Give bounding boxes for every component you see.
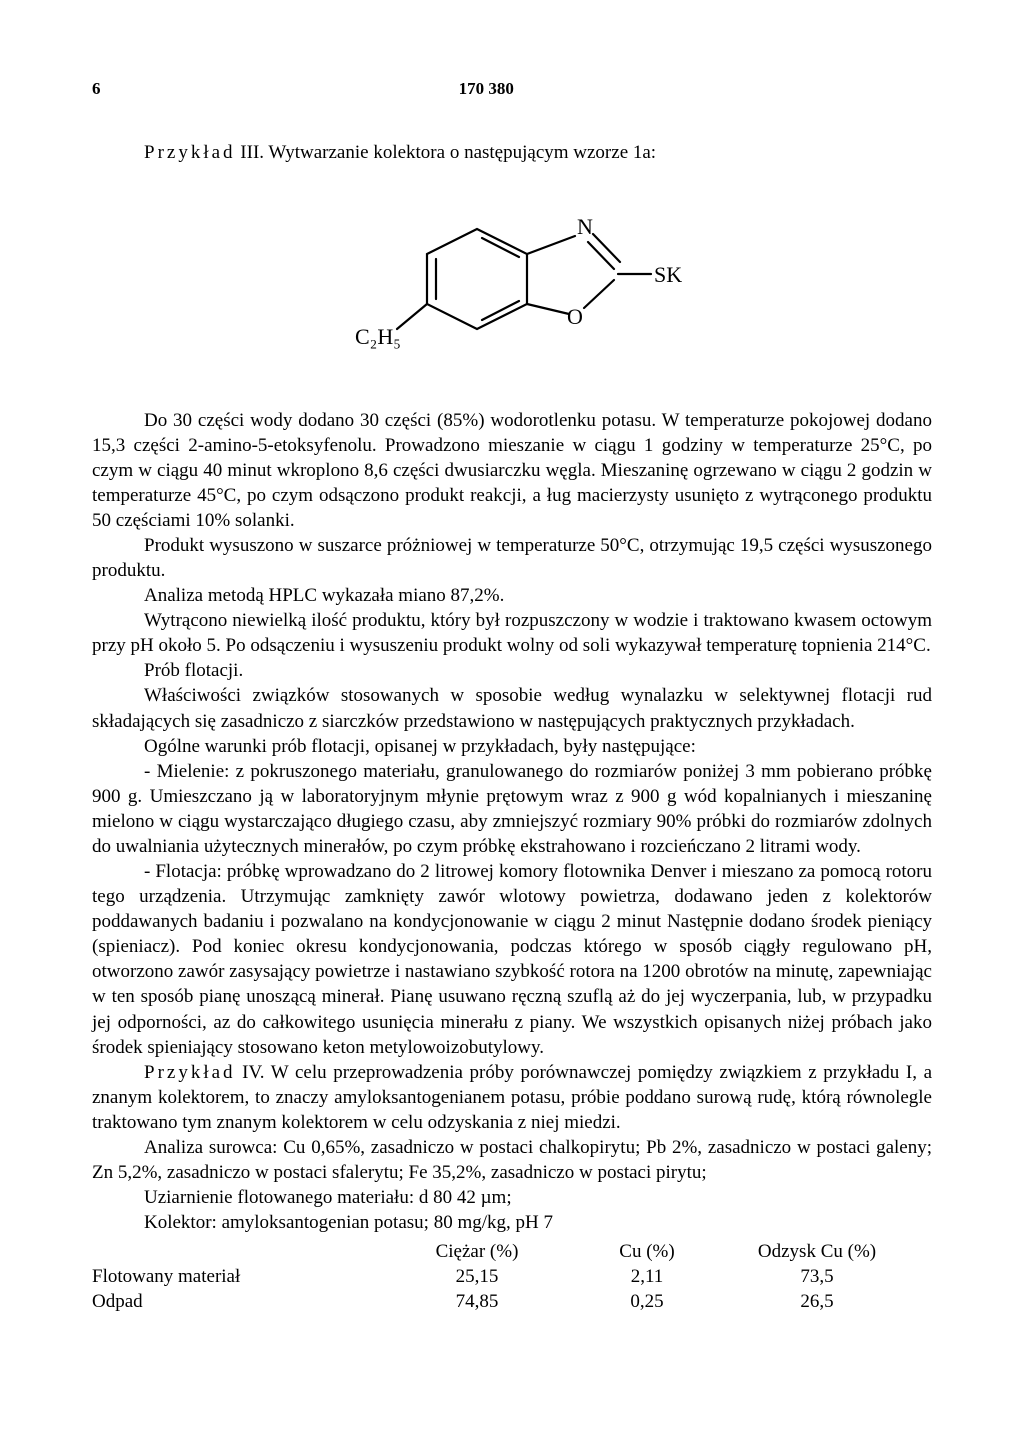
- th-recovery: Odzysk Cu (%): [732, 1239, 902, 1264]
- para-12: Uziarnienie flotowanego materiału: d 80 …: [92, 1185, 932, 1210]
- para-11: Analiza surowca: Cu 0,65%, zasadniczo w …: [92, 1135, 932, 1185]
- results-table: Ciężar (%) Cu (%) Odzysk Cu (%) Flotowan…: [92, 1239, 932, 1314]
- table-header-row: Ciężar (%) Cu (%) Odzysk Cu (%): [92, 1239, 932, 1264]
- para-2: Produkt wysuszono w suszarce próżniowej …: [92, 533, 932, 583]
- para-3: Analiza metodą HPLC wykazała miano 87,2%…: [92, 583, 932, 608]
- body-text: Do 30 części wody dodano 30 części (85%)…: [92, 408, 932, 1236]
- document-number: 170 380: [61, 78, 913, 100]
- td-weight: 74,85: [392, 1289, 562, 1314]
- td-label: Flotowany materiał: [92, 1264, 392, 1289]
- th-cu: Cu (%): [562, 1239, 732, 1264]
- td-recovery: 73,5: [732, 1264, 902, 1289]
- para-1: Do 30 części wody dodano 30 części (85%)…: [92, 408, 932, 533]
- label-O: O: [567, 304, 583, 329]
- para-4: Wytrącono niewielką ilość produktu, któr…: [92, 608, 932, 658]
- para-6: Właściwości związków stosowanych w sposo…: [92, 683, 932, 733]
- para-5: Prób flotacji.: [92, 658, 932, 683]
- table-row: Odpad 74,85 0,25 26,5: [92, 1289, 932, 1314]
- para-7: Ogólne warunki prób flotacji, opisanej w…: [92, 734, 932, 759]
- label-SK: SK: [654, 262, 682, 287]
- para-13: Kolektor: amyloksantogenian potasu; 80 m…: [92, 1210, 932, 1235]
- structure-svg: N SK O C₂H₅: [337, 194, 687, 364]
- td-recovery: 26,5: [732, 1289, 902, 1314]
- td-cu: 2,11: [562, 1264, 732, 1289]
- example-3-label: Przykład: [144, 142, 236, 163]
- label-N: N: [577, 214, 593, 239]
- para-8: - Mielenie: z pokruszonego materiału, gr…: [92, 759, 932, 859]
- th-empty: [92, 1239, 392, 1264]
- th-weight: Ciężar (%): [392, 1239, 562, 1264]
- td-cu: 0,25: [562, 1289, 732, 1314]
- chemical-structure-figure: N SK O C₂H₅: [92, 194, 932, 370]
- example-3-title: Przykład III. Wytwarzanie kolektora o na…: [144, 140, 932, 165]
- para-10: Przykład IV. W celu przeprowadzenia prób…: [92, 1060, 932, 1135]
- page-header: 6 170 380: [92, 78, 932, 100]
- para-9: - Flotacja: próbkę wprowadzano do 2 litr…: [92, 859, 932, 1060]
- table-row: Flotowany materiał 25,15 2,11 73,5: [92, 1264, 932, 1289]
- label-C2H5: C₂H₅: [355, 324, 401, 349]
- td-weight: 25,15: [392, 1264, 562, 1289]
- td-label: Odpad: [92, 1289, 392, 1314]
- example-3-text: III. Wytwarzanie kolektora o następujący…: [236, 142, 657, 163]
- example-4-label: Przykład: [144, 1062, 236, 1083]
